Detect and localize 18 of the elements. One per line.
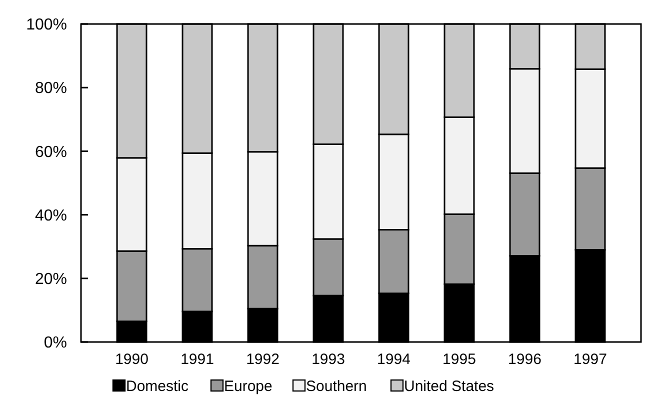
x-tick-label: 1992 xyxy=(246,351,280,368)
y-tick-label: 80% xyxy=(34,80,67,98)
x-tick-label: 1996 xyxy=(508,351,542,368)
x-tick-label: 1995 xyxy=(442,351,476,368)
x-tick-label: 1997 xyxy=(574,351,607,368)
y-tick-label: 0% xyxy=(44,334,67,352)
y-tick-label: 60% xyxy=(34,144,67,161)
x-tick-label: 1993 xyxy=(312,351,345,368)
x-tick-label: 1991 xyxy=(180,351,214,368)
y-tick-label: 100% xyxy=(26,16,67,34)
y-tick-label: 20% xyxy=(34,271,67,288)
x-tick-label: 1994 xyxy=(377,351,410,368)
y-tick-label: 40% xyxy=(34,207,67,224)
legend-label: Domestic xyxy=(126,378,190,395)
x-tick-label: 1990 xyxy=(115,351,148,368)
legend-label: United States xyxy=(404,378,494,395)
legend-label: Europe xyxy=(224,378,272,395)
legend-label: Southern xyxy=(306,378,367,395)
